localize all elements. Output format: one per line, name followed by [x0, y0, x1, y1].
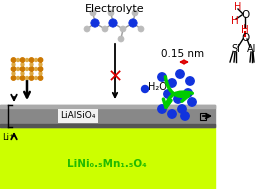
Circle shape: [29, 58, 34, 62]
Circle shape: [120, 26, 126, 32]
Text: O: O: [241, 10, 249, 20]
Circle shape: [168, 79, 176, 87]
Text: LiAlSiO₄: LiAlSiO₄: [60, 112, 96, 121]
Circle shape: [118, 36, 124, 42]
Circle shape: [178, 105, 186, 113]
Circle shape: [20, 58, 25, 62]
Text: Electrolyte: Electrolyte: [85, 4, 145, 14]
Circle shape: [102, 26, 108, 32]
FancyArrowPatch shape: [165, 77, 188, 101]
Text: Li⁺: Li⁺: [2, 132, 14, 142]
Circle shape: [21, 63, 24, 66]
Text: H: H: [241, 25, 249, 35]
Circle shape: [38, 76, 43, 80]
Circle shape: [142, 85, 148, 92]
Circle shape: [188, 98, 196, 106]
Circle shape: [186, 77, 194, 85]
Circle shape: [39, 63, 42, 66]
Circle shape: [108, 10, 114, 16]
Circle shape: [132, 10, 138, 16]
Bar: [0, 124, 215, 127]
Circle shape: [25, 77, 29, 80]
Circle shape: [158, 73, 166, 81]
Circle shape: [29, 76, 34, 80]
Circle shape: [138, 26, 144, 32]
Circle shape: [90, 10, 96, 16]
Circle shape: [38, 58, 43, 62]
Circle shape: [11, 58, 16, 62]
Circle shape: [16, 59, 20, 61]
Circle shape: [30, 63, 33, 66]
Text: H: H: [234, 2, 242, 12]
Text: O: O: [241, 33, 249, 43]
Circle shape: [34, 67, 38, 70]
Circle shape: [84, 26, 90, 32]
Bar: [0, 127, 215, 189]
Text: H: H: [231, 16, 239, 26]
Circle shape: [12, 72, 15, 75]
Circle shape: [25, 59, 29, 61]
Text: ✕: ✕: [107, 68, 122, 86]
Text: Si: Si: [232, 44, 240, 54]
Circle shape: [168, 110, 176, 118]
Circle shape: [16, 67, 20, 70]
Circle shape: [39, 72, 42, 75]
Circle shape: [38, 67, 43, 71]
Circle shape: [181, 112, 189, 120]
Circle shape: [34, 77, 38, 80]
Circle shape: [30, 72, 33, 75]
Circle shape: [29, 67, 34, 71]
Text: 0.15 nm: 0.15 nm: [161, 49, 205, 59]
Circle shape: [21, 72, 24, 75]
Circle shape: [109, 19, 117, 27]
Circle shape: [158, 105, 166, 113]
Circle shape: [174, 95, 182, 103]
Circle shape: [25, 67, 29, 70]
Circle shape: [11, 67, 16, 71]
FancyArrowPatch shape: [164, 92, 192, 107]
Circle shape: [184, 89, 192, 97]
Bar: [0, 105, 215, 108]
Circle shape: [11, 76, 16, 80]
Circle shape: [16, 77, 20, 80]
Circle shape: [20, 76, 25, 80]
Circle shape: [20, 67, 25, 71]
Circle shape: [176, 70, 184, 78]
Circle shape: [91, 19, 99, 27]
Text: Al: Al: [247, 44, 257, 54]
Text: H₂O: H₂O: [148, 82, 167, 92]
Bar: [200, 113, 206, 120]
Circle shape: [12, 63, 15, 66]
Circle shape: [129, 19, 137, 27]
Text: LiNi₀.₅Mn₁.₅O₄: LiNi₀.₅Mn₁.₅O₄: [67, 159, 147, 169]
Circle shape: [34, 59, 38, 61]
Bar: [0, 105, 215, 127]
Circle shape: [164, 90, 172, 98]
